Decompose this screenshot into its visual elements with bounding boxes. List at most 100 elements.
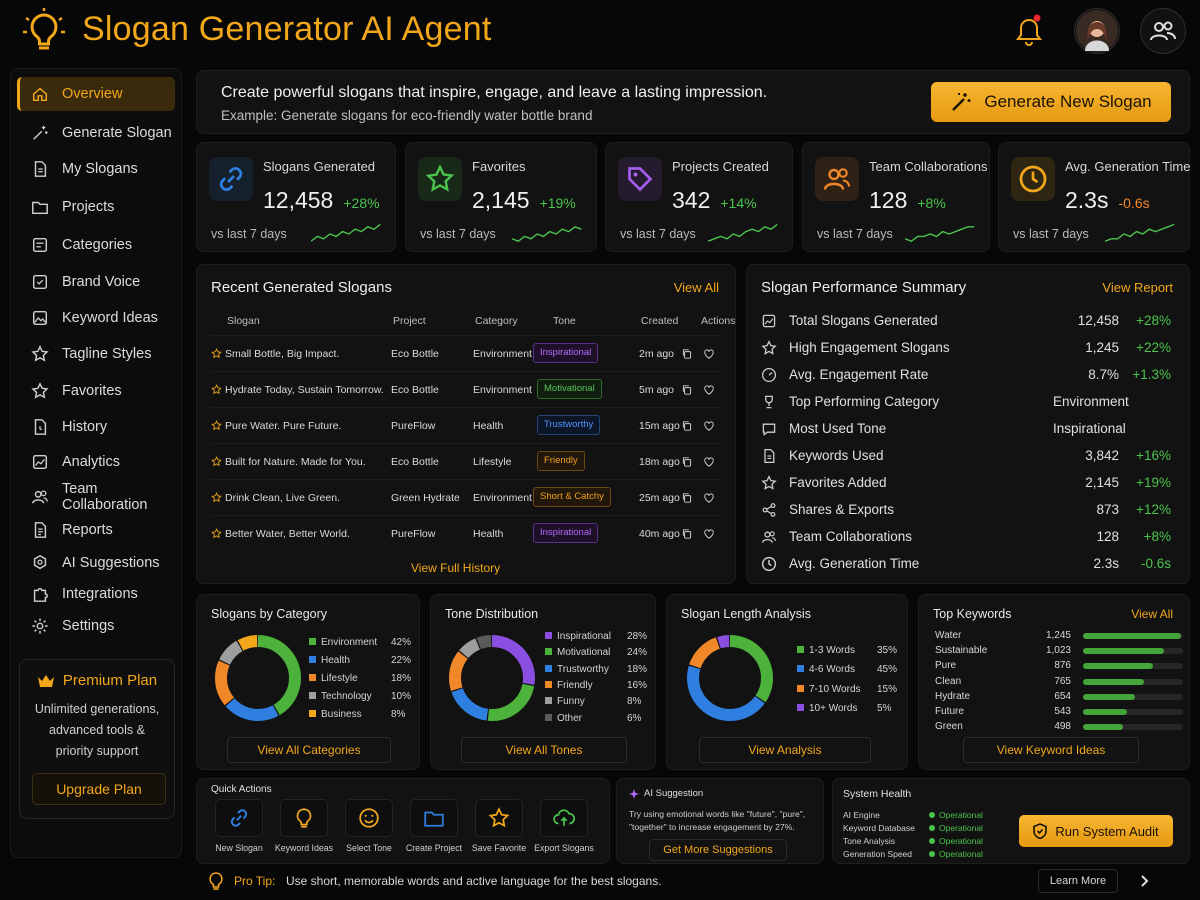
sidebar-item-label: Favorites bbox=[62, 383, 122, 399]
tag-icon bbox=[628, 167, 653, 192]
quick-action-save-favorite[interactable]: Save Favorite bbox=[469, 799, 529, 853]
stat-card-favorites[interactable]: Favorites 2,145 +19% vs last 7 days bbox=[405, 142, 597, 252]
quick-action-icon-box bbox=[280, 799, 328, 837]
legend-label: Motivational bbox=[557, 647, 611, 659]
table-row[interactable]: Hydrate Today, Sustain Tomorrow. Eco Bott… bbox=[209, 371, 721, 407]
performance-change: -0.6s bbox=[1140, 556, 1171, 571]
table-row[interactable]: Better Water, Better World. PureFlow Healt… bbox=[209, 515, 721, 551]
legend-swatch bbox=[309, 710, 316, 717]
notifications-button[interactable] bbox=[1014, 14, 1044, 48]
sidebar-item-overview[interactable]: Overview bbox=[17, 77, 175, 111]
chart-action-button[interactable]: View Analysis bbox=[699, 737, 871, 763]
heart-icon[interactable] bbox=[703, 456, 715, 468]
legend-value: 8% bbox=[391, 709, 406, 720]
view-all-slogans-link[interactable]: View All bbox=[673, 280, 719, 295]
star-icon bbox=[211, 456, 222, 467]
stat-card-team-collaborations[interactable]: Team Collaborations 128 +8% vs last 7 days bbox=[802, 142, 990, 252]
stat-number: 128 bbox=[869, 187, 908, 213]
sidebar-item-analytics[interactable]: Analytics bbox=[17, 445, 175, 479]
copy-icon[interactable] bbox=[681, 420, 693, 432]
sidebar-item-keyword-ideas[interactable]: Keyword Ideas bbox=[17, 301, 175, 335]
copy-icon[interactable] bbox=[681, 384, 693, 396]
table-row[interactable]: Small Bottle, Big Impact. Eco Bottle Envir… bbox=[209, 335, 721, 371]
copy-icon[interactable] bbox=[681, 528, 693, 540]
performance-change: +28% bbox=[1136, 313, 1171, 328]
link-icon bbox=[219, 167, 243, 191]
star-icon bbox=[211, 528, 222, 539]
user-avatar[interactable] bbox=[1074, 8, 1120, 54]
system-health-title: System Health bbox=[843, 788, 912, 800]
view-report-link[interactable]: View Report bbox=[1102, 280, 1173, 295]
sidebar-item-label: Analytics bbox=[62, 454, 121, 470]
sidebar-item-integrations[interactable]: Integrations bbox=[17, 577, 175, 611]
sidebar-item-tagline-styles[interactable]: Tagline Styles bbox=[17, 337, 175, 371]
sidebar-item-favorites[interactable]: Favorites bbox=[17, 374, 175, 408]
heart-icon[interactable] bbox=[703, 384, 715, 396]
upgrade-plan-button[interactable]: Upgrade Plan bbox=[32, 773, 166, 805]
heart-icon[interactable] bbox=[703, 420, 715, 432]
sidebar-item-projects[interactable]: Projects bbox=[17, 190, 175, 224]
keyword-count: 543 bbox=[1054, 706, 1071, 717]
quick-action-select-tone[interactable]: Select Tone bbox=[339, 799, 399, 853]
sidebar-item-generate-slogan[interactable]: Generate Slogan bbox=[17, 116, 175, 150]
document-icon bbox=[34, 161, 47, 177]
sidebar-item-label: History bbox=[62, 419, 108, 435]
copy-icon[interactable] bbox=[681, 492, 693, 504]
team-button[interactable] bbox=[1140, 8, 1186, 54]
system-health-row: AI Engine Operational bbox=[843, 810, 1013, 820]
cell-tone: Trustworthy bbox=[537, 415, 601, 435]
get-more-suggestions-button[interactable]: Get More Suggestions bbox=[649, 839, 787, 861]
sidebar-item-brand-voice[interactable]: Brand Voice bbox=[17, 265, 175, 299]
sidebar-item-settings[interactable]: Settings bbox=[17, 609, 175, 643]
heart-icon[interactable] bbox=[703, 348, 715, 360]
quick-action-keyword-ideas[interactable]: Keyword Ideas bbox=[274, 799, 334, 853]
cell-slogan: Drink Clean, Live Green. bbox=[225, 492, 340, 504]
heart-icon[interactable] bbox=[703, 528, 715, 540]
chart-action-button[interactable]: View All Categories bbox=[227, 737, 391, 763]
trophy-icon bbox=[765, 395, 773, 408]
legend-value: 42% bbox=[391, 637, 412, 648]
sidebar-item-my-slogans[interactable]: My Slogans bbox=[17, 152, 175, 186]
keyword-row: Water 1,245 bbox=[935, 630, 1183, 645]
sparkline bbox=[1105, 223, 1175, 242]
copy-icon[interactable] bbox=[681, 348, 693, 360]
view-full-history-link[interactable]: View Full History bbox=[411, 561, 501, 575]
chart-title: Slogans by Category bbox=[211, 607, 328, 621]
stat-value: 2.3s -0.6s bbox=[1065, 187, 1150, 214]
table-row[interactable]: Built for Nature. Made for You. Eco Bottl… bbox=[209, 443, 721, 479]
keyword-bar bbox=[1083, 648, 1164, 655]
generate-new-slogan-button[interactable]: Generate New Slogan bbox=[931, 82, 1171, 122]
learn-more-button[interactable]: Learn More bbox=[1038, 869, 1118, 893]
document-icon bbox=[764, 448, 775, 463]
donut-slice-friendly bbox=[449, 635, 535, 721]
table-row[interactable]: Pure Water. Pure Future. PureFlow Health Tr… bbox=[209, 407, 721, 443]
quick-action-new-slogan[interactable]: New Slogan bbox=[209, 799, 269, 853]
table-row[interactable]: Drink Clean, Live Green. Green Hydrate Env… bbox=[209, 479, 721, 515]
legend-swatch bbox=[545, 697, 552, 705]
sidebar-item-categories[interactable]: Categories bbox=[17, 228, 175, 262]
heart-icon[interactable] bbox=[703, 492, 715, 504]
legend-item: Other 6% bbox=[545, 713, 641, 724]
sidebar-item-ai-suggestions[interactable]: AI Suggestions bbox=[17, 546, 175, 580]
stat-card-avg-generation-time[interactable]: Avg. Generation Time 2.3s -0.6s vs last 7 d… bbox=[998, 142, 1191, 252]
view-all-keywords-link[interactable]: View All bbox=[1131, 607, 1173, 621]
stat-card-projects-created[interactable]: Projects Created 342 +14% vs last 7 days bbox=[605, 142, 793, 252]
run-system-audit-button[interactable]: Run System Audit bbox=[1019, 815, 1173, 847]
system-health-card: System Health AI Engine Operational Keywor… bbox=[832, 778, 1190, 864]
copy-icon[interactable] bbox=[681, 456, 693, 468]
cell-category: Health bbox=[473, 420, 504, 432]
quick-action-create-project[interactable]: Create Project bbox=[404, 799, 464, 853]
image-icon bbox=[32, 310, 48, 326]
column-header: Slogan bbox=[227, 315, 260, 327]
folder-icon bbox=[424, 811, 444, 827]
stat-card-slogans-generated[interactable]: Slogans Generated 12,458 +28% vs last 7 day… bbox=[196, 142, 396, 252]
chart-action-button[interactable]: View Keyword Ideas bbox=[963, 737, 1139, 763]
keyword-count: 654 bbox=[1054, 690, 1071, 702]
quick-action-export-slogans[interactable]: Export Slogans bbox=[534, 799, 594, 853]
chart-action-button[interactable]: View All Tones bbox=[461, 737, 627, 763]
performance-row: Total Slogans Generated 12,458 +28% bbox=[761, 307, 1181, 334]
sidebar-item-reports[interactable]: Reports bbox=[17, 513, 175, 547]
sidebar-item-history[interactable]: History bbox=[17, 410, 175, 444]
sidebar-item-team-collaboration[interactable]: Team Collaboration bbox=[17, 480, 175, 514]
premium-title: Premium Plan bbox=[20, 672, 174, 689]
